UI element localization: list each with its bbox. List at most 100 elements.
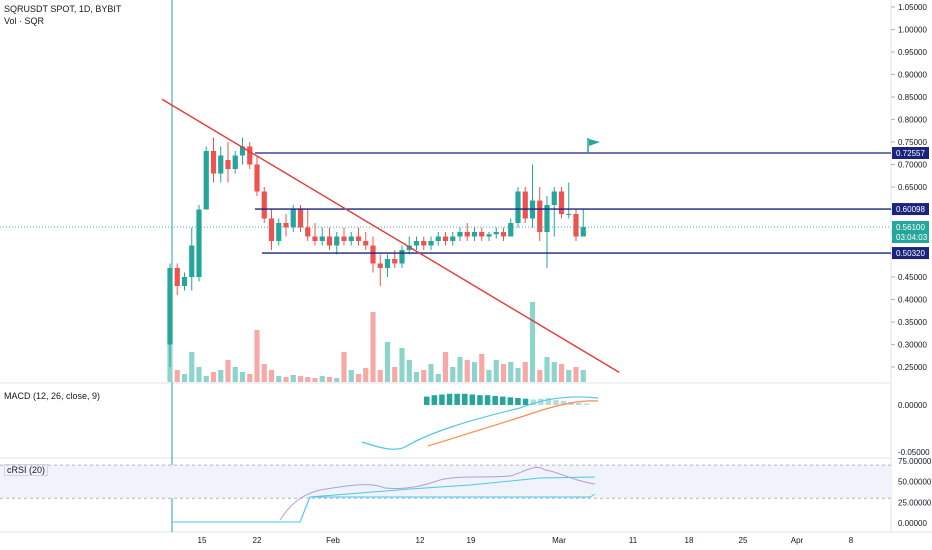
crsi-band-background	[0, 465, 891, 499]
candle-body	[428, 241, 434, 246]
candle-body	[239, 146, 246, 156]
candle-body	[479, 232, 485, 237]
volume-bar	[450, 367, 456, 382]
candle-body	[457, 232, 463, 237]
volume-bar	[573, 367, 579, 382]
time-tick-label: 12	[416, 536, 425, 545]
volume-bar	[247, 374, 253, 382]
candle-body	[297, 209, 304, 228]
macd-histogram-bar	[454, 393, 460, 405]
volume-bar	[239, 372, 246, 382]
price-tick-label: 0.85000	[898, 93, 927, 102]
volume-bar	[210, 372, 217, 382]
price-tick-label: 0.80000	[898, 116, 927, 125]
candle-body	[471, 232, 478, 237]
candle-body	[558, 191, 565, 214]
volume-bar	[334, 378, 340, 382]
crsi-line	[279, 466, 596, 521]
macd-histogram-bar	[553, 400, 559, 405]
level-tag	[892, 247, 929, 260]
volume-bar	[428, 364, 434, 382]
candle-body	[392, 259, 398, 264]
volume-bar	[196, 367, 202, 382]
candle-body	[254, 164, 260, 192]
time-tick-label: 11	[629, 536, 638, 545]
crsi-legend[interactable]: cRSI (20)	[4, 464, 49, 476]
flag-icon[interactable]	[587, 138, 600, 154]
volume-bar	[181, 374, 188, 382]
candle-body	[566, 214, 572, 215]
volume-bar	[319, 376, 325, 382]
candle-body	[276, 223, 282, 241]
volume-bar	[500, 364, 507, 382]
volume-bar	[305, 377, 311, 382]
volume-bar	[515, 368, 521, 382]
trendline[interactable]	[161, 98, 620, 374]
last-price-tag	[892, 221, 929, 244]
volume-bar	[392, 367, 398, 382]
macd-histogram-bar	[484, 395, 491, 405]
volume-bar	[232, 367, 238, 382]
price-tick-label: 0.30000	[898, 341, 927, 350]
price-tick-label: 0.70000	[898, 161, 927, 170]
signal-line	[427, 400, 599, 447]
price-tick-label: 0.45000	[898, 273, 927, 282]
macd-histogram-bar	[507, 397, 514, 405]
volume-bar	[580, 370, 586, 382]
macd-histogram-bar	[545, 398, 552, 405]
candle-body	[442, 236, 449, 241]
crsi-tick-label: 75.00000	[898, 457, 932, 466]
volume-bar	[355, 374, 362, 382]
horizontal-levels[interactable]	[0, 152, 891, 254]
candle-body	[305, 227, 311, 237]
time-axis: 15 22 Feb 12 19 Mar 11 18 25 Apr 8	[198, 536, 854, 545]
volume-bar	[261, 364, 267, 382]
volume-bar	[558, 364, 565, 382]
symbol-legend[interactable]: SQRUSDT SPOT, 1D, BYBIT	[4, 4, 122, 14]
candle-body	[232, 155, 238, 169]
candle-body	[573, 214, 579, 237]
volume-bar	[384, 342, 391, 382]
candle-body	[341, 236, 347, 241]
price-tick-label: 0.35000	[898, 318, 927, 327]
macd-legend[interactable]: MACD (12, 26, close, 9)	[4, 391, 101, 401]
macd-histogram-bar	[462, 393, 468, 405]
candle-body	[493, 232, 499, 235]
volume-bar	[421, 370, 427, 382]
macd-histogram-bar	[583, 403, 590, 405]
candle-body	[355, 236, 362, 241]
volume-bar	[522, 362, 528, 382]
price-tick-label: 1.00000	[898, 26, 927, 35]
candle-body	[399, 250, 405, 264]
crsi-lower-band	[172, 493, 596, 523]
time-tick-label: Mar	[552, 536, 566, 545]
candle-body	[218, 155, 224, 174]
last-price-label: 0.56100	[896, 223, 925, 232]
macd-histogram-bar	[431, 395, 438, 405]
volume-bar	[225, 360, 231, 382]
level-tag-label: 0.72557	[896, 149, 925, 158]
price-tick-label: 0.40000	[898, 296, 927, 305]
candle-body	[435, 236, 441, 241]
volume-legend[interactable]: Vol · SQR	[4, 16, 45, 26]
macd-line	[361, 396, 599, 450]
time-tick-label: 25	[739, 536, 748, 545]
time-tick-label: 18	[685, 536, 694, 545]
level-tag	[892, 146, 929, 159]
macd-histogram-bar	[500, 396, 506, 405]
crsi-tick-label: 25.00000	[898, 498, 932, 507]
volume-bar	[174, 370, 180, 382]
volume-bar	[413, 372, 420, 382]
macd-histogram-bar	[560, 400, 567, 405]
volume-bar	[471, 362, 478, 382]
volume-bar	[363, 368, 369, 382]
candle-body	[174, 268, 180, 286]
candle-body	[544, 205, 550, 232]
price-tick-label: 0.25000	[898, 363, 927, 372]
time-tick-label: Feb	[326, 536, 340, 545]
volume-bar	[326, 377, 333, 382]
price-tick-label: 0.90000	[898, 71, 927, 80]
time-tick-label: 15	[198, 536, 207, 545]
